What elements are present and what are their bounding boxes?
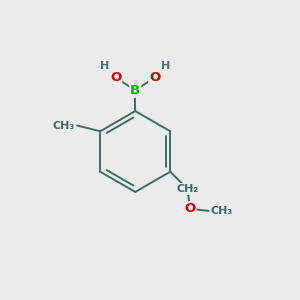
Text: CH₃: CH₃ [211,206,233,216]
Text: O: O [110,71,121,84]
Text: CH₂: CH₂ [176,184,199,194]
Text: O: O [149,71,161,84]
Text: B: B [130,84,140,97]
Text: H: H [161,61,171,71]
Text: O: O [184,202,196,215]
Text: H: H [100,61,109,71]
Text: CH₃: CH₃ [52,121,75,130]
